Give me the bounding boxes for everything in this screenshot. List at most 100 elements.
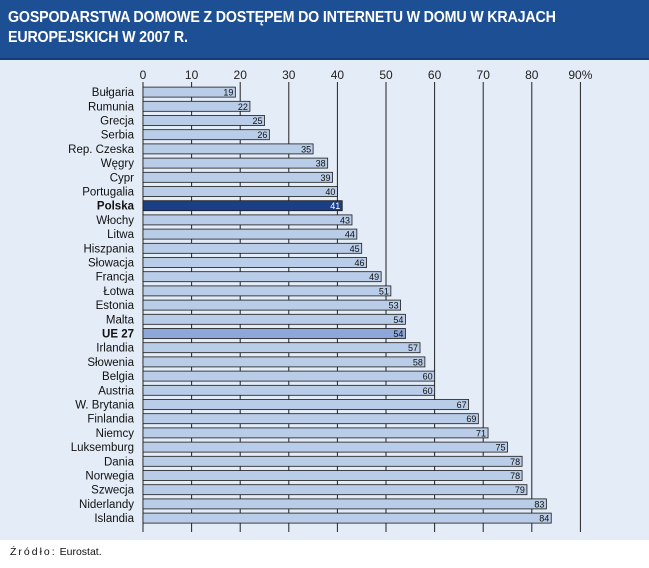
category-label: Łotwa [103, 286, 134, 298]
x-tick-label: 50 [379, 68, 393, 82]
bar-value-label: 38 [316, 159, 326, 169]
bar [142, 171, 333, 183]
bar [142, 100, 251, 112]
category-label: Słowenia [87, 357, 134, 369]
bar-value-label: 44 [345, 230, 355, 240]
category-label: Włochy [96, 215, 134, 227]
bar [142, 228, 358, 240]
source-label: Źródło: [10, 546, 57, 558]
bar-value-label: 35 [301, 144, 311, 154]
chart-title: GOSPODARSTWA DOMOWE Z DOSTĘPEM DO INTERN… [8, 9, 556, 46]
bar [142, 498, 547, 510]
category-label: W. Brytania [75, 400, 134, 412]
bar-value-label: 78 [510, 471, 520, 481]
bar [142, 441, 508, 453]
category-label: Estonia [96, 300, 135, 312]
x-tick-label: 0 [140, 68, 147, 82]
bar-value-label: 71 [476, 428, 486, 438]
bar-value-label: 84 [539, 514, 549, 524]
bar-value-label: 53 [389, 301, 399, 311]
bar [142, 470, 523, 481]
bar [142, 313, 406, 325]
category-label: Niderlandy [79, 499, 134, 511]
bar-value-label: 49 [369, 272, 379, 282]
x-tick-label: 30 [282, 68, 296, 82]
category-label: Polska [97, 201, 135, 213]
bar-value-label: 40 [325, 187, 335, 197]
bar [142, 512, 552, 524]
category-label: Węgry [101, 158, 134, 170]
bar-value-label: 46 [355, 258, 365, 268]
bar [142, 143, 314, 155]
bar-value-label: 43 [340, 215, 350, 225]
x-tick-label: 60 [428, 68, 442, 82]
category-label: Dania [104, 456, 135, 468]
bar [142, 257, 367, 268]
bar-value-label: 39 [321, 173, 331, 183]
bar-value-label: 78 [510, 457, 520, 467]
bar-value-label: 69 [466, 414, 476, 424]
bar-value-label: 26 [257, 130, 267, 140]
bar [142, 328, 406, 339]
x-tick-label: 80 [525, 68, 539, 82]
bar-value-label: 60 [423, 372, 433, 382]
x-tick-label: 40 [331, 68, 345, 82]
bar [142, 129, 270, 141]
bar-value-label: 67 [457, 400, 467, 410]
bar [142, 86, 236, 98]
bar [142, 299, 401, 311]
category-label: Portugalia [82, 187, 134, 199]
category-label: Norwegia [85, 471, 134, 483]
bar [142, 413, 479, 425]
bar [142, 484, 528, 496]
category-label: Szwecja [91, 485, 134, 497]
bar [142, 285, 392, 297]
bar [142, 427, 489, 439]
category-label: Finlandia [87, 414, 134, 426]
category-label: Niemcy [96, 428, 135, 440]
bar [142, 157, 329, 169]
bar-value-label: 51 [379, 286, 389, 296]
bar-value-label: 54 [393, 315, 403, 325]
bar-value-label: 19 [223, 88, 233, 98]
bar-value-label: 45 [350, 244, 360, 254]
source-text: Eurostat. [59, 546, 102, 558]
bar [142, 370, 436, 382]
category-label: Litwa [107, 229, 134, 241]
category-label: Cypr [110, 172, 134, 184]
category-label: Bułgaria [92, 87, 135, 99]
category-label: Belgia [102, 371, 135, 383]
x-tick-label: 90% [568, 68, 592, 82]
source-note: Źródło: Eurostat. [10, 546, 102, 558]
category-label: Islandia [94, 513, 134, 525]
bar [142, 214, 353, 226]
bar [142, 356, 426, 368]
category-label: Irlandia [96, 343, 134, 355]
category-label: Luksemburg [71, 442, 134, 454]
category-label: Hiszpania [84, 243, 135, 255]
bar-value-label: 83 [534, 499, 544, 509]
category-label: UE 27 [102, 329, 134, 341]
bar-value-label: 58 [413, 357, 423, 367]
x-tick-label: 20 [234, 68, 248, 82]
bar [142, 399, 470, 410]
bar-value-label: 54 [393, 329, 403, 339]
bar [142, 200, 343, 212]
category-label: Słowacja [88, 258, 135, 270]
bar [142, 455, 523, 467]
category-label: Malta [106, 314, 135, 326]
bar [142, 242, 363, 254]
category-label: Rep. Czeska [68, 144, 134, 156]
bar [142, 342, 421, 354]
x-tick-label: 70 [477, 68, 491, 82]
bar-value-label: 41 [330, 201, 340, 211]
bar [142, 186, 338, 197]
bar-value-label: 57 [408, 343, 418, 353]
bar-chart: 0 10 20 30 40 50 60 70 80 90% Bułgaria 19 Rumunia 22 G… [68, 68, 593, 532]
bar [142, 115, 265, 126]
x-tick-label: 10 [185, 68, 199, 82]
bar-value-label: 60 [423, 386, 433, 396]
bar [142, 384, 436, 396]
bar-value-label: 22 [238, 102, 248, 112]
chart-header: GOSPODARSTWA DOMOWE Z DOSTĘPEM DO INTERN… [0, 0, 649, 60]
